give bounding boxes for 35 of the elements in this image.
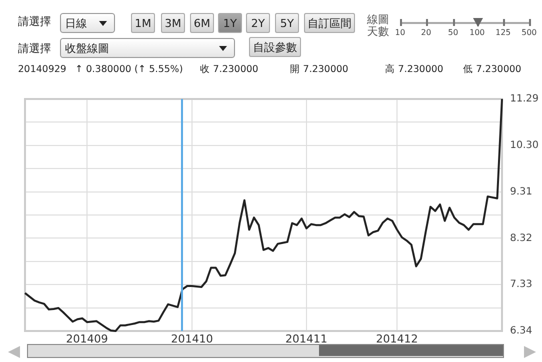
button: 5Y: [275, 13, 299, 33]
text: 收 7.230000: [200, 64, 258, 75]
y-tick-label: 6.34: [510, 326, 532, 337]
button: 自設參數: [249, 37, 301, 57]
text: 500: [522, 28, 537, 37]
x-tick-label: 201411: [285, 332, 328, 346]
x-tick-label: 201409: [66, 332, 108, 346]
y-tick-label: 7.33: [510, 279, 532, 290]
text: 線圖天數: [367, 13, 390, 38]
button: 自訂區間: [304, 13, 355, 33]
x-tick-label: 201412: [376, 332, 418, 346]
y-tick-label: 11.29: [510, 94, 539, 105]
text: 20140929: [18, 64, 66, 75]
text: 開 7.230000: [290, 64, 348, 75]
button: 6M: [190, 13, 214, 33]
text: 20: [421, 28, 432, 37]
dropdown: 收盤線圖: [60, 38, 235, 58]
button: 1M: [131, 13, 155, 33]
text: 50: [448, 28, 458, 37]
text: ↑ 0.380000 (↑ 5.55%): [75, 64, 183, 75]
text: 125: [496, 28, 511, 37]
text: 請選擇: [18, 15, 51, 28]
x-tick-label: 201410: [170, 332, 213, 346]
text: 請選擇: [18, 42, 51, 55]
text: 高 7.230000: [385, 64, 444, 75]
button: 1Y: [218, 13, 242, 33]
text: 低 7.230000: [463, 64, 522, 75]
button: 2Y: [246, 13, 270, 33]
dropdown: 日線: [60, 13, 115, 33]
text: 10: [395, 28, 406, 37]
y-tick-label: 9.31: [510, 186, 532, 198]
y-tick-label: 10.30: [510, 140, 539, 151]
text: 100: [470, 28, 485, 37]
button: 3M: [161, 13, 185, 33]
y-tick-label: 8.32: [510, 232, 532, 244]
